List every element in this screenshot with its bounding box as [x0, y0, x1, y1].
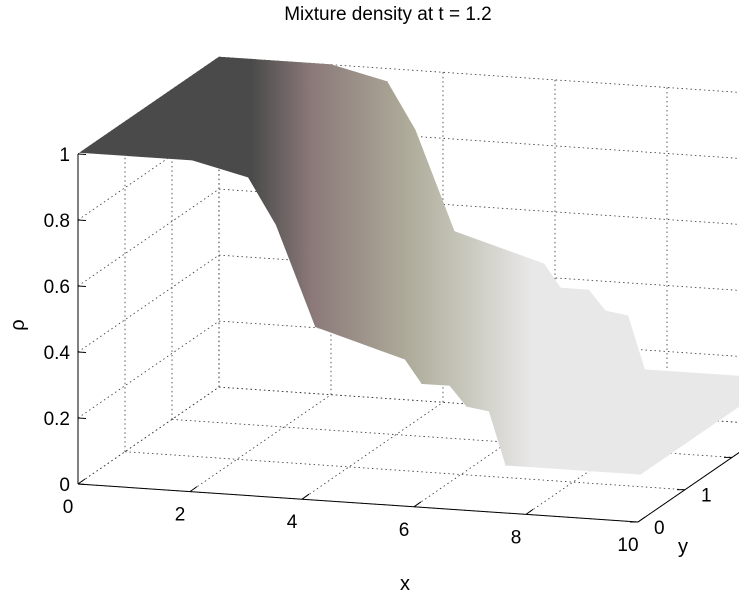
z-tick-mark — [77, 483, 87, 485]
left-wall-grid-z — [77, 320, 220, 419]
z-axis-label: ρ — [7, 319, 29, 330]
surface-facet — [504, 369, 739, 475]
z-tick-label: 0.2 — [44, 409, 70, 430]
left-wall-grid-z — [77, 188, 220, 287]
floor-grid-x — [189, 394, 332, 492]
x-tick-mark — [77, 478, 86, 485]
z-tick-label: 0 — [59, 475, 70, 496]
z-tick-label: 1 — [59, 145, 70, 166]
z-tick-label: 0.6 — [44, 277, 70, 298]
y-tick-label: 0 — [654, 518, 665, 539]
z-tick-mark — [77, 219, 87, 221]
z-tick-mark — [77, 351, 87, 353]
left-wall-grid-z — [77, 122, 220, 221]
z-tick-mark — [77, 285, 87, 287]
tick-labels: 0246810012300.20.40.60.81 — [44, 145, 712, 556]
y-tick-label: 1 — [701, 486, 712, 507]
y-axis-label: y — [678, 536, 688, 558]
x-tick-label: 8 — [511, 527, 522, 548]
x-tick-label: 10 — [617, 535, 638, 556]
x-axis-label: x — [400, 573, 410, 595]
floor-grid-x — [301, 401, 444, 500]
x-tick-label: 6 — [399, 520, 410, 541]
x-tick-mark — [637, 516, 646, 523]
z-tick-label: 0.8 — [44, 211, 70, 232]
floor-grid-x — [413, 409, 556, 508]
z-tick-label: 0.4 — [44, 343, 71, 364]
z-tick-mark — [77, 153, 87, 155]
x-tick-mark — [301, 493, 310, 500]
chart-title: Mixture density at t = 1.2 — [284, 4, 492, 25]
z-tick-mark — [77, 417, 87, 419]
y-axis-line — [637, 451, 739, 523]
density-surface — [79, 56, 739, 475]
x-tick-label: 4 — [287, 512, 298, 533]
left-wall-grid-z — [77, 254, 220, 353]
x-tick-mark — [189, 486, 198, 493]
axes — [77, 153, 739, 523]
x-tick-mark — [525, 508, 534, 515]
x-tick-label: 0 — [63, 497, 74, 518]
left-wall-grid-z — [77, 386, 220, 485]
x-axis-line — [77, 483, 639, 523]
x-tick-label: 2 — [175, 505, 186, 526]
x-tick-mark — [413, 501, 422, 508]
